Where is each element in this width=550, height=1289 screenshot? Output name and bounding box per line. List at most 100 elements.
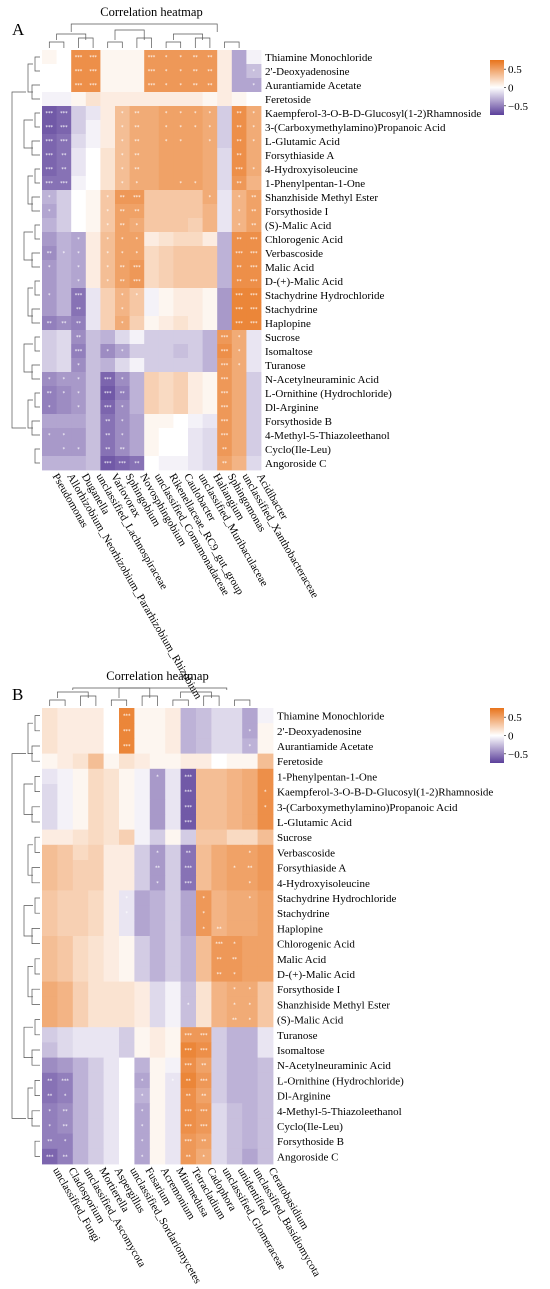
heatmap-cell	[129, 414, 145, 429]
significance-mark: **	[120, 265, 126, 271]
heatmap-cell	[42, 1133, 58, 1150]
heatmap-cell	[158, 274, 174, 289]
heatmap-cell	[144, 78, 160, 93]
heatmap-cell	[57, 784, 74, 800]
heatmap-cell	[115, 344, 130, 359]
significance-mark: ***	[60, 181, 68, 187]
heatmap-cell	[202, 232, 218, 247]
heatmap-cell	[115, 218, 130, 233]
heatmap-cell	[257, 860, 274, 876]
heatmap-cell	[165, 1148, 181, 1165]
heatmap-cell	[115, 456, 130, 471]
heatmap-cell	[56, 162, 72, 177]
heatmap-cell	[231, 204, 247, 219]
heatmap-cell	[242, 1012, 258, 1028]
heatmap-cell	[144, 176, 160, 191]
row-labels: Thiamine Monochloride 2'-Deoxyadenosine Au…	[277, 711, 493, 1164]
heatmap-cell	[56, 372, 72, 387]
significance-mark: *	[141, 1139, 144, 1145]
heatmap-cell	[103, 1012, 120, 1028]
heatmap-cell	[231, 456, 247, 471]
heatmap-cell	[129, 134, 145, 149]
heatmap-cell	[71, 64, 87, 79]
significance-mark: *	[194, 125, 197, 131]
heatmap-cell	[226, 799, 243, 815]
significance-mark: *	[264, 790, 267, 796]
heatmap-cell	[42, 274, 57, 289]
significance-mark: **	[222, 461, 228, 467]
heatmap-cell	[88, 753, 104, 770]
heatmap-cell	[226, 875, 243, 891]
heatmap-cell	[196, 1088, 212, 1104]
heatmap-cell	[88, 1103, 104, 1119]
colorbar-tick-label: 0.5	[508, 712, 522, 724]
significance-mark: *	[141, 1109, 144, 1115]
heatmap-cell	[57, 753, 74, 770]
heatmap-cell	[103, 844, 120, 861]
heatmap-cell	[231, 260, 247, 275]
heatmap-cell	[217, 134, 233, 149]
heatmap-cell	[211, 784, 228, 800]
heatmap-cell	[257, 1072, 274, 1089]
heatmap-cell	[85, 176, 101, 191]
heatmap-cell	[149, 966, 166, 982]
heatmap-cell	[202, 288, 218, 303]
heatmap-cell	[88, 966, 104, 982]
heatmap-cell	[71, 288, 87, 303]
row-label: Sucrose	[277, 832, 312, 844]
heatmap-cell	[226, 708, 243, 724]
significance-mark: **	[134, 139, 140, 145]
heatmap-cell	[103, 1118, 120, 1134]
heatmap-cell	[257, 1057, 274, 1074]
significance-mark: **	[237, 111, 243, 117]
heatmap-cell	[71, 148, 87, 163]
heatmap-cell	[149, 905, 166, 922]
heatmap-cell	[129, 302, 145, 317]
heatmap-cell	[134, 1012, 151, 1028]
significance-mark: **	[251, 195, 257, 201]
heatmap-cell	[88, 1072, 104, 1089]
heatmap-cell	[134, 1133, 151, 1150]
significance-mark: *	[48, 1124, 51, 1130]
heatmap-cell	[257, 1133, 274, 1150]
heatmap-cell	[211, 1027, 228, 1043]
significance-mark: ***	[60, 125, 68, 131]
heatmap-cell	[149, 708, 166, 724]
row-label: Kaempferol-3-O-B-D-Glucosyl(1-2)Rhamnosi…	[277, 787, 493, 799]
column-dendrogram	[48, 23, 240, 48]
significance-mark: ***	[185, 805, 193, 811]
row-labels: Thiamine Monochloride 2'-Deoxyadenosine Au…	[265, 52, 481, 470]
heatmap-cell	[188, 344, 203, 359]
heatmap-cell	[149, 829, 166, 846]
heatmap-cell	[158, 134, 174, 149]
significance-mark: *	[252, 111, 255, 117]
heatmap-cell	[56, 344, 72, 359]
heatmap-cells: ****************************************…	[42, 50, 262, 471]
heatmap-cell	[242, 981, 258, 998]
heatmap-cell	[149, 996, 166, 1013]
heatmap-cell	[217, 288, 233, 303]
heatmap-cell	[226, 1057, 243, 1074]
heatmap-cell	[196, 738, 212, 754]
heatmap-cell	[42, 1088, 58, 1104]
significance-mark: **	[251, 223, 257, 229]
heatmap-cell	[257, 936, 274, 952]
significance-mark: ***	[185, 866, 193, 872]
heatmap-cell	[196, 814, 212, 830]
row-label: 3-(Carboxymethylamino)Propanoic Acid	[277, 802, 458, 814]
heatmap-cell	[180, 966, 197, 982]
significance-mark: *	[202, 911, 205, 917]
heatmap-cell	[188, 190, 203, 205]
heatmap-cell	[188, 400, 203, 415]
heatmap-cell	[71, 78, 87, 93]
heatmap-cell	[180, 1012, 197, 1028]
heatmap-cell	[211, 799, 228, 815]
heatmap-cell	[196, 936, 212, 952]
heatmap-cell	[180, 723, 197, 739]
significance-mark: *	[77, 391, 80, 397]
significance-mark: ***	[123, 744, 131, 750]
heatmap-cell	[57, 996, 74, 1013]
row-label: Forsythiaside A	[265, 150, 334, 162]
heatmap-cell	[100, 400, 116, 415]
heatmap-cell	[72, 753, 89, 770]
